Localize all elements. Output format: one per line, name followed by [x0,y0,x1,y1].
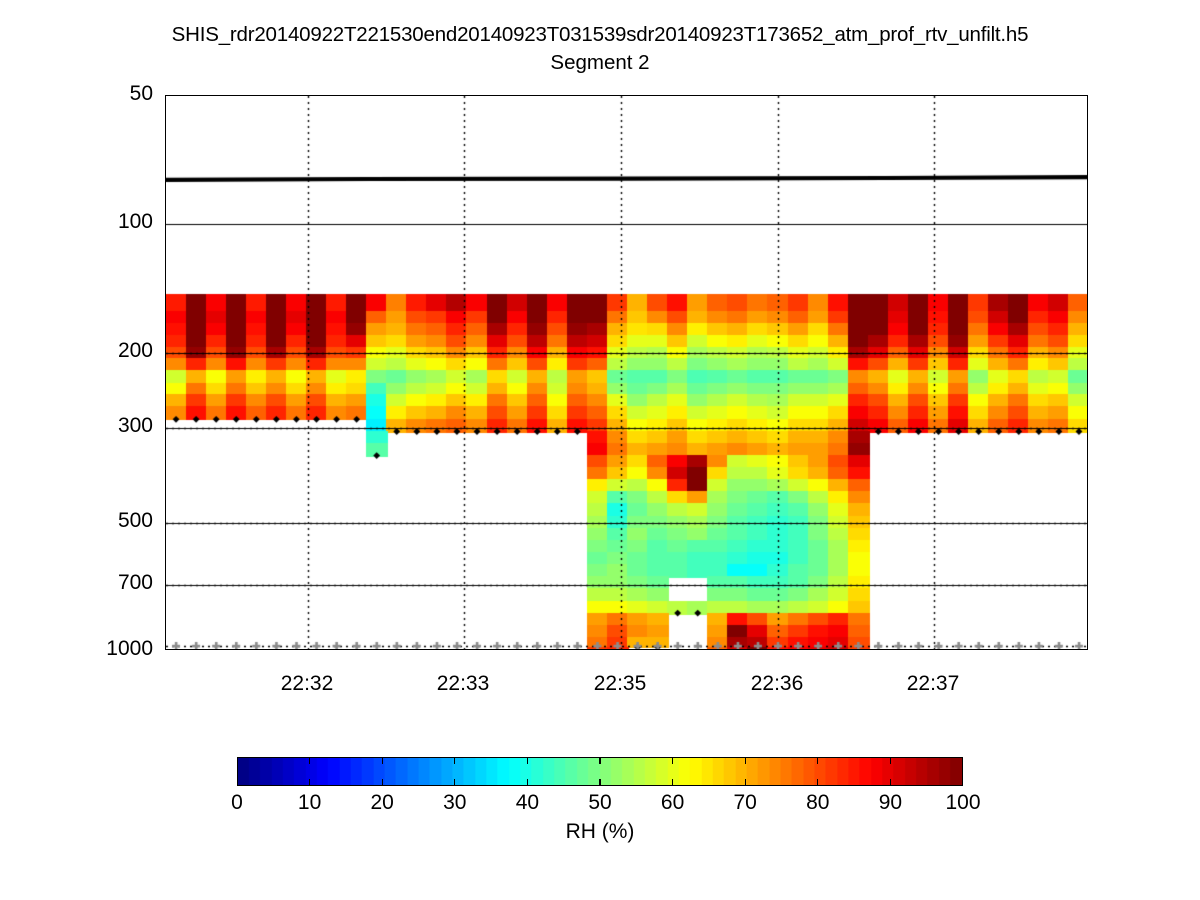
colorbar-tick [889,757,892,764]
y-tick-label: 50 [129,82,153,105]
y-tick-label: 1000 [106,637,153,660]
colorbar-tick [526,779,529,786]
colorbar-tick-label: 40 [515,791,540,814]
title-block: SHIS_rdr20140922T221530end20140923T03153… [0,22,1200,76]
colorbar-tick-label: 60 [660,791,685,814]
colorbar-tick [381,757,383,764]
y-tick-label: 100 [117,210,153,234]
colorbar [237,757,963,786]
y-tick-label: 700 [117,570,153,594]
x-tick-label: 22:37 [906,672,960,695]
y-tick-label: 500 [117,508,153,532]
colorbar-tick [744,779,746,786]
colorbar-tick-label: 80 [806,791,830,814]
heatmap-canvas [166,96,1087,649]
x-tick-label: 22:36 [750,672,804,695]
colorbar-tick [308,779,311,786]
colorbar-tick [599,757,601,764]
colorbar-tick [526,757,529,764]
x-tick-label: 22:33 [436,672,490,695]
colorbar-tick-label: 50 [588,791,612,814]
colorbar-tick [817,757,819,764]
colorbar-tick-label: 20 [370,791,394,814]
colorbar-tick [381,779,383,786]
colorbar-tick-label: 70 [733,791,757,814]
colorbar-tick [454,779,456,786]
colorbar-tick [817,779,819,786]
x-tick-label: 22:35 [593,672,647,695]
colorbar-title: RH (%) [565,820,635,843]
colorbar-tick-label: 100 [945,791,981,814]
colorbar-tick [308,757,311,764]
colorbar-tick [889,779,892,786]
y-tick-label: 200 [117,338,153,362]
colorbar-tick-label: 10 [297,791,322,814]
x-tick-label: 22:32 [280,672,334,695]
colorbar-tick [599,779,601,786]
page-title: SHIS_rdr20140922T221530end20140923T03153… [171,23,1029,46]
colorbar-tick [671,757,674,764]
colorbar-tick-label: 30 [443,791,467,814]
title-subtitle: Segment 2 [550,51,650,74]
plot-axes [165,95,1088,650]
colorbar-tick-label: 90 [878,791,903,814]
colorbar-tick [744,757,746,764]
y-tick-label: 300 [117,413,153,437]
colorbar-tick [671,779,674,786]
colorbar-tick-label: 0 [231,791,243,814]
colorbar-tick [454,757,456,764]
